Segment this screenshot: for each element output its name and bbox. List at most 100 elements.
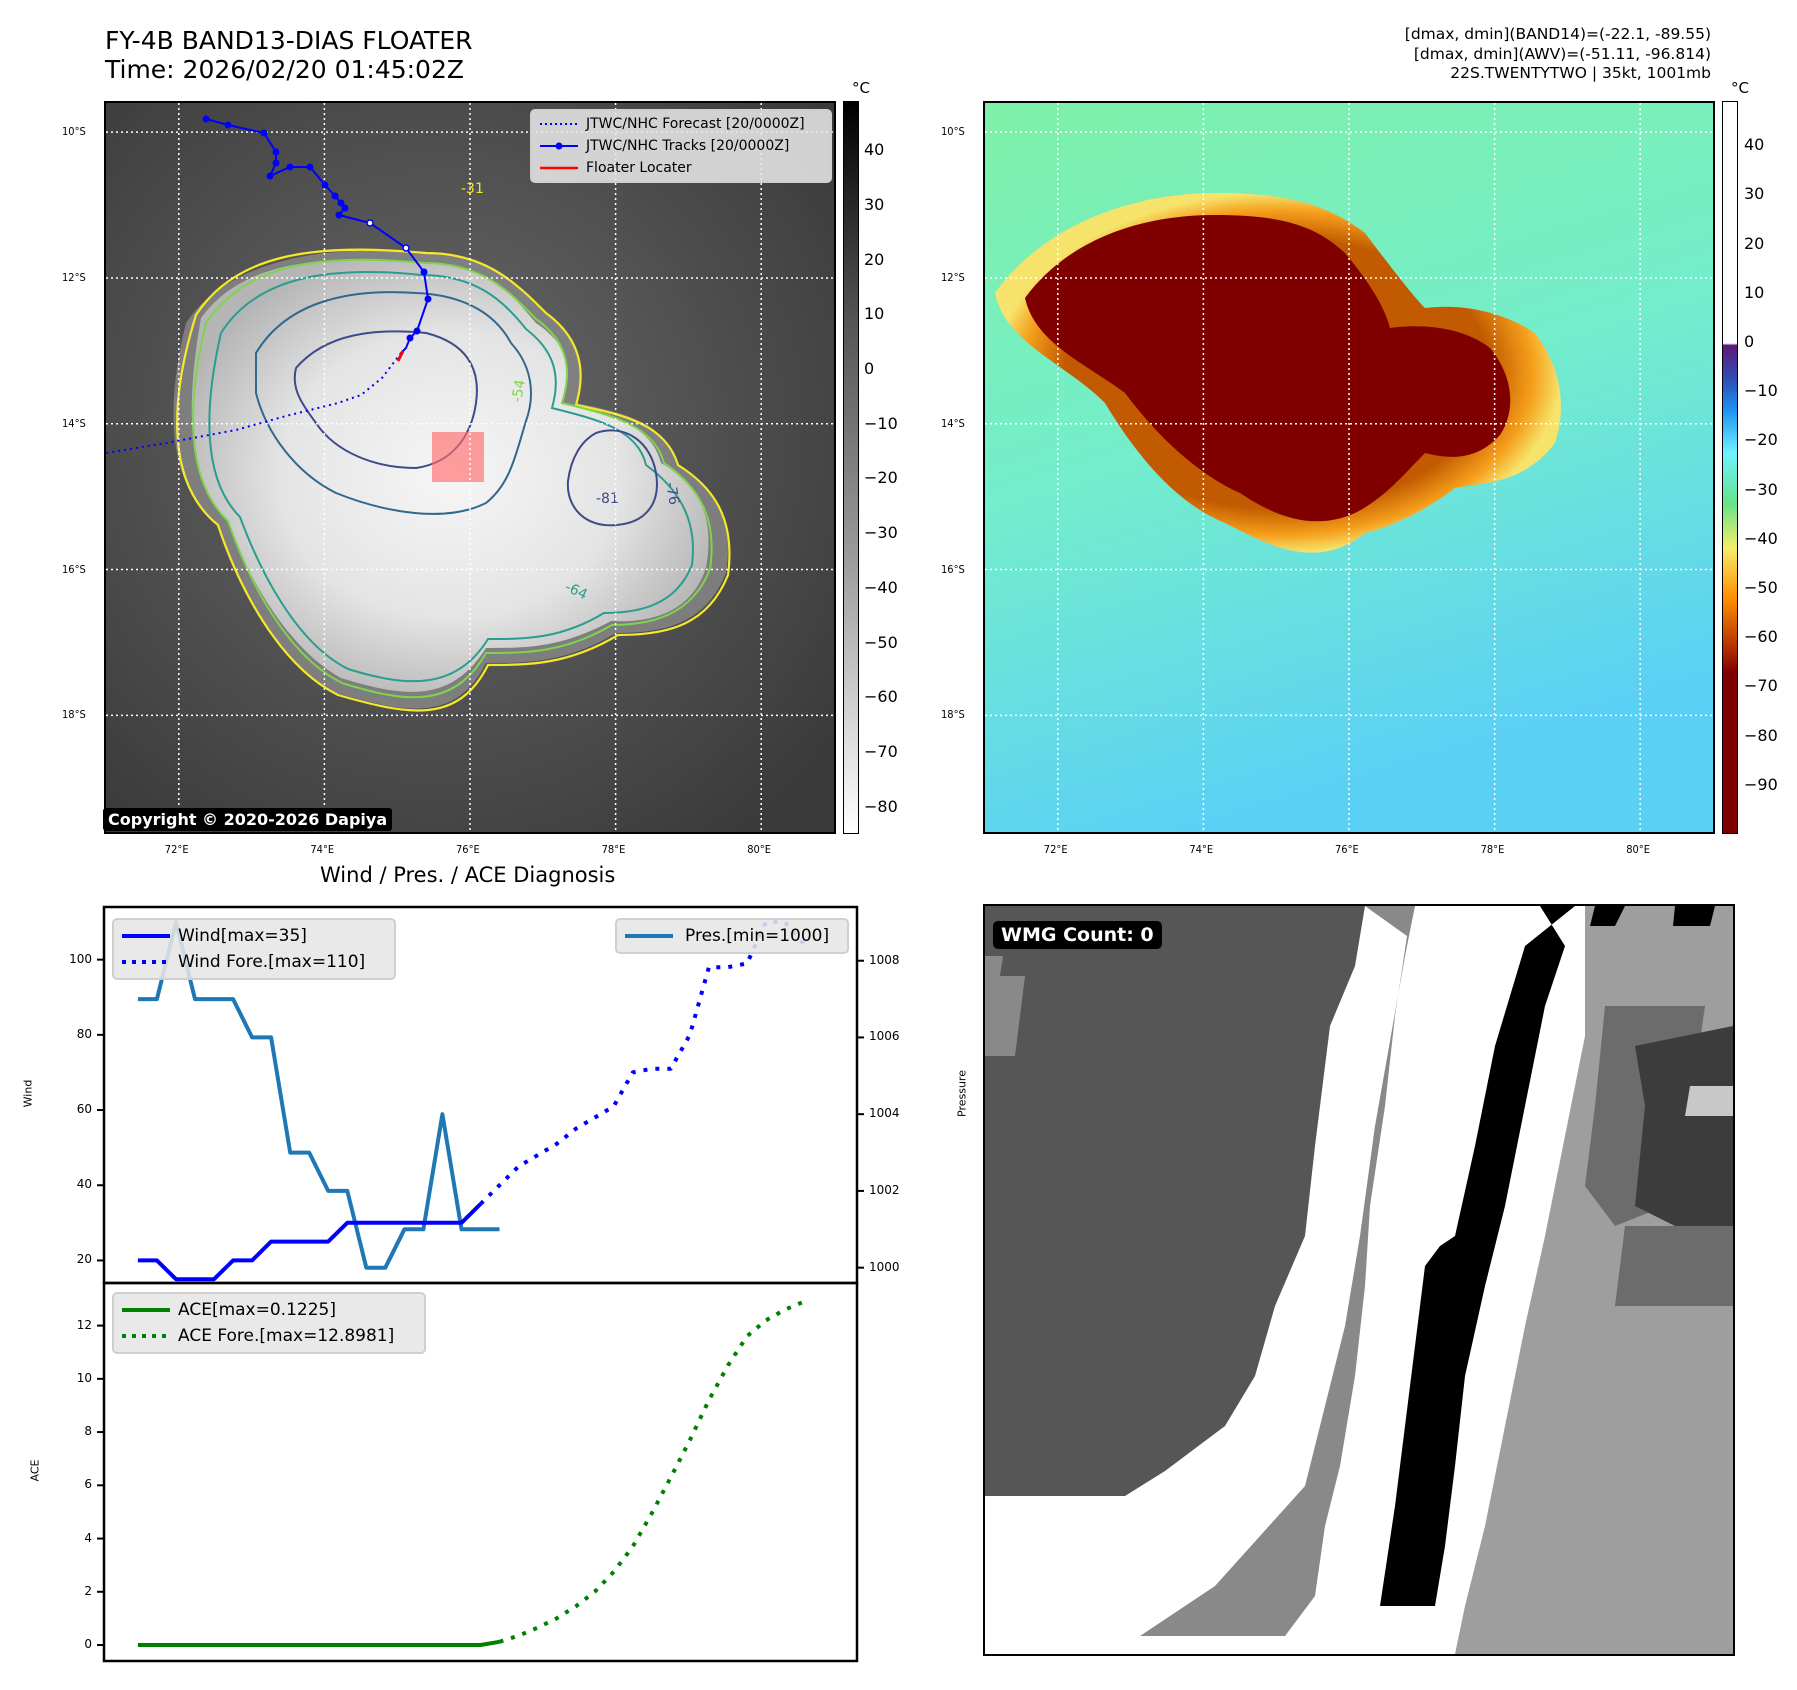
legend-floater-label: Floater Locater (586, 160, 692, 176)
ace-ytick-label: 4 (84, 1530, 92, 1545)
legend-pressure: Pres.[min=1000] (617, 923, 847, 949)
track-point (272, 159, 280, 167)
lon-tick-label: 74°E (310, 843, 335, 856)
lon-tick-label: 76°E (1335, 843, 1359, 856)
colorbar-tick-label: −30 (864, 523, 898, 543)
wind-ytick-label: 40 (76, 1177, 92, 1192)
colorbar-tick-label: 0 (864, 359, 875, 379)
awv-map-image (985, 103, 1713, 832)
colorbar-tick-label: −60 (1744, 627, 1778, 647)
lon-tick-label: 72°E (164, 843, 189, 856)
legend-tracks: JTWC/NHC Tracks [20/0000Z] (532, 135, 830, 157)
contour-label-31: -31 (461, 181, 484, 197)
contour-64 (255, 291, 532, 515)
legend-wind-fore-label: Wind Fore.[max=110] (178, 952, 366, 972)
colorbar-tick-label: −70 (1744, 676, 1778, 696)
contour-31 (176, 248, 731, 712)
colorbar-tick-label: 10 (1744, 282, 1765, 302)
colorbar-tick-label: 0 (1744, 332, 1755, 352)
lat-tick-label: 14°S (941, 416, 965, 430)
lat-tick-label: 10°S (62, 125, 86, 139)
track-point (286, 163, 294, 171)
legend-wind: Wind[max=35] (114, 923, 394, 949)
wind-ytick-label: 20 (76, 1252, 92, 1267)
lat-tick-label: 18°S (62, 708, 86, 722)
lon-tick-label: 72°E (1043, 843, 1068, 856)
track-point (272, 148, 280, 156)
legend-forecast: JTWC/NHC Forecast [20/0000Z] (532, 113, 830, 135)
info-line-2: [dmax, dmin](AWV)=(-51.11, -96.814) (1413, 44, 1711, 63)
wind-forecast-line (479, 920, 806, 1206)
awv-grid (985, 103, 1713, 832)
pressure-legend: Pres.[min=1000] (615, 918, 849, 954)
lon-tick-label: 80°E (1626, 843, 1650, 856)
colorbar-awv-unit: °C (1731, 79, 1749, 97)
lat-tick-label: 10°S (941, 125, 965, 139)
colorbar-tick-label: −20 (1744, 430, 1778, 450)
legend-ace-fore: ACE Fore.[max=12.8981] (114, 1323, 424, 1349)
colorbar-awv (1722, 101, 1738, 834)
awv-cold-core (1025, 215, 1511, 522)
legend-tracks-label: JTWC/NHC Tracks [20/0000Z] (586, 138, 790, 154)
floater-box (432, 432, 484, 482)
ace-ytick-label: 8 (84, 1424, 92, 1439)
map-legend: JTWC/NHC Forecast [20/0000Z] JTWC/NHC Tr… (530, 109, 832, 183)
colorbar-gray-unit: °C (852, 79, 870, 97)
copyright-badge: Copyright © 2020-2026 Dapiya (103, 808, 393, 831)
wind-legend: Wind[max=35] Wind Fore.[max=110] (112, 918, 396, 980)
legend-floater: Floater Locater (532, 157, 830, 179)
awv-map-panel (983, 101, 1715, 834)
colorbar-tick-label: −40 (1744, 528, 1778, 548)
colorbar-tick-label: 30 (864, 194, 885, 214)
ace-forecast-line (498, 1299, 805, 1644)
colorbar-tick-label: −30 (1744, 479, 1778, 499)
ace-line (137, 1639, 500, 1647)
wmg-count-badge: WMG Count: 0 (993, 921, 1162, 949)
solid-line-icon (122, 934, 170, 938)
track-point-open (366, 219, 374, 227)
track-point-open (402, 244, 410, 252)
wind-ytick-label: 80 (76, 1026, 92, 1041)
legend-forecast-label: JTWC/NHC Forecast [20/0000Z] (586, 116, 805, 132)
track-point (424, 295, 432, 303)
colorbar-tick-label: 20 (1744, 233, 1765, 253)
title-line-1: FY-4B BAND13-DIAS FLOATER (105, 26, 473, 55)
contour-42 (192, 258, 713, 699)
track-point (260, 129, 268, 137)
lon-tick-label: 74°E (1189, 843, 1214, 856)
track-point (341, 204, 349, 212)
pressure-axis-label: Pressure (955, 1070, 969, 1117)
floater-marker (396, 350, 405, 362)
track-point (420, 268, 428, 276)
track-point (306, 163, 314, 171)
wmg-image (985, 906, 1733, 1654)
dotted-line-icon (122, 960, 170, 964)
ace-ytick-label: 6 (84, 1477, 92, 1492)
track-point (406, 334, 414, 342)
colorbar-tick-label: −40 (864, 577, 898, 597)
lat-tick-label: 12°S (941, 270, 965, 284)
track-point (413, 327, 421, 335)
title-line-2: Time: 2026/02/20 01:45:02Z (105, 55, 464, 84)
solid-line-icon (122, 1308, 170, 1312)
colorbar-tick-label: −60 (864, 687, 898, 707)
track-point (337, 199, 345, 207)
dotted-line-icon (540, 123, 578, 125)
ace-axis-label: ACE (28, 1459, 42, 1482)
dotted-line-icon (122, 1334, 170, 1338)
lat-tick-label: 16°S (941, 562, 965, 576)
lon-tick-label: 76°E (456, 843, 480, 856)
wind-axis-label: Wind (21, 1079, 35, 1108)
lat-tick-label: 12°S (62, 270, 86, 284)
colorbar-tick-label: −70 (864, 741, 898, 761)
line-marker-icon (540, 142, 578, 150)
pressure-ytick-label: 1004 (869, 1106, 900, 1121)
contour-54 (208, 270, 694, 683)
colorbar-tick-label: −80 (1744, 725, 1778, 745)
pressure-ytick-label: 1002 (869, 1182, 900, 1197)
info-line-1: [dmax, dmin](BAND14)=(-22.1, -89.55) (1404, 25, 1711, 43)
ace-ytick-label: 2 (84, 1583, 92, 1598)
legend-wind-label: Wind[max=35] (178, 926, 307, 946)
pressure-ytick-label: 1006 (869, 1029, 900, 1044)
wind-ytick-label: 60 (76, 1102, 92, 1117)
